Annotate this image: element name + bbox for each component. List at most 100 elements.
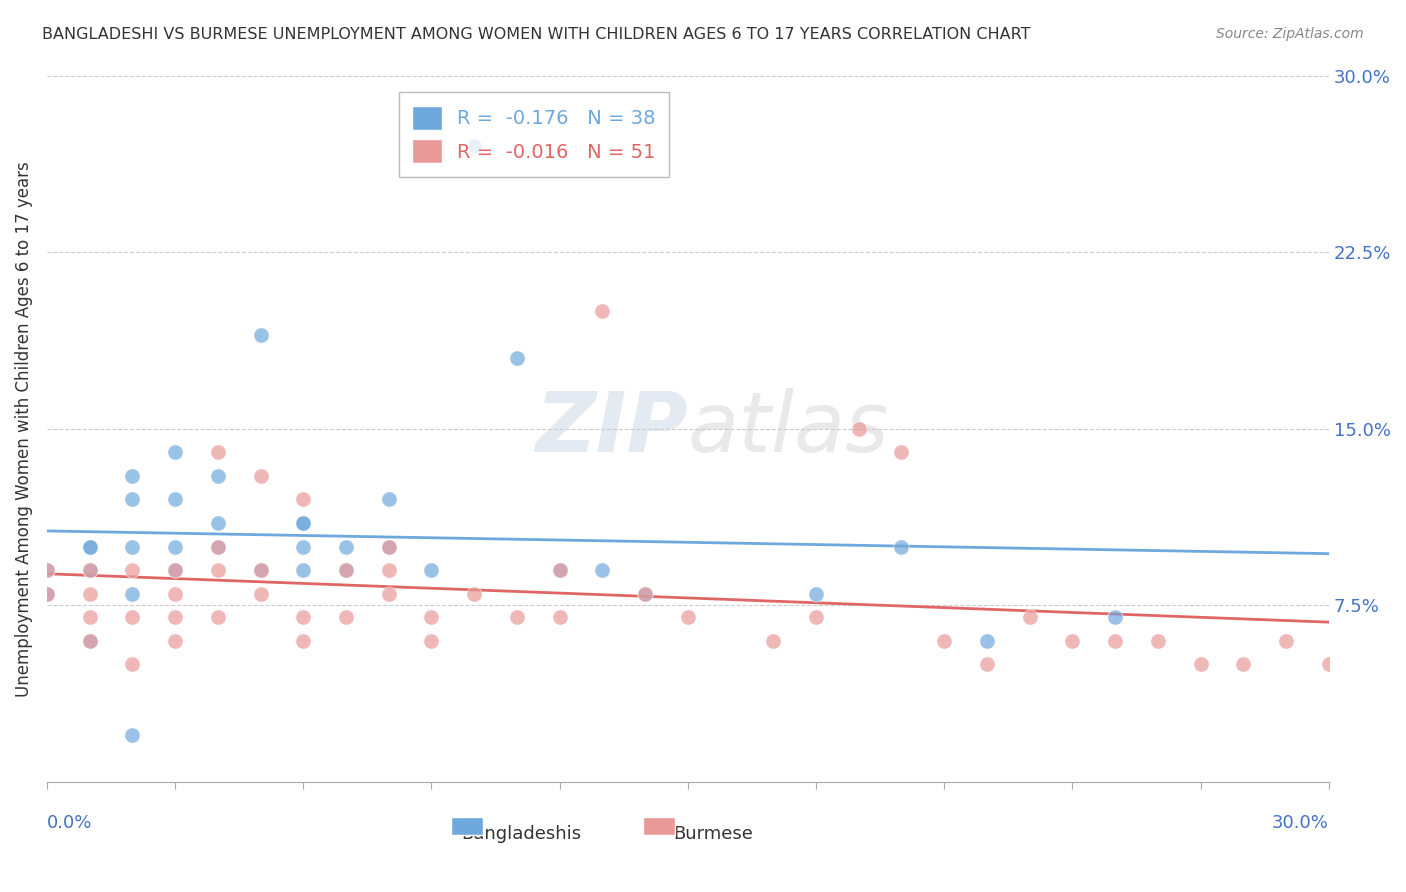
Point xyxy=(79,587,101,601)
Text: Source: ZipAtlas.com: Source: ZipAtlas.com xyxy=(1216,27,1364,41)
Point xyxy=(1018,610,1040,624)
Point xyxy=(79,563,101,577)
Point xyxy=(207,516,229,530)
Point xyxy=(335,610,357,624)
Point xyxy=(1104,633,1126,648)
Point xyxy=(335,563,357,577)
Point xyxy=(165,563,187,577)
Point xyxy=(121,610,143,624)
Point xyxy=(591,563,613,577)
Point xyxy=(35,563,58,577)
Point xyxy=(207,469,229,483)
Point xyxy=(377,563,399,577)
Point xyxy=(1147,633,1170,648)
Point xyxy=(292,610,315,624)
Point xyxy=(121,657,143,672)
Text: Burmese: Burmese xyxy=(673,824,754,843)
Legend: R =  -0.176   N = 38, R =  -0.016   N = 51: R = -0.176 N = 38, R = -0.016 N = 51 xyxy=(399,92,669,177)
Point xyxy=(249,469,271,483)
Text: 30.0%: 30.0% xyxy=(1272,814,1329,832)
Point xyxy=(804,610,827,624)
Text: atlas: atlas xyxy=(688,388,890,469)
Point xyxy=(207,540,229,554)
Point xyxy=(548,610,571,624)
Point xyxy=(207,445,229,459)
Point xyxy=(121,540,143,554)
Point xyxy=(634,587,657,601)
Point xyxy=(292,516,315,530)
Point xyxy=(848,422,870,436)
Point xyxy=(506,351,529,366)
Point xyxy=(121,469,143,483)
Point xyxy=(1317,657,1340,672)
Point xyxy=(335,563,357,577)
Point xyxy=(890,445,912,459)
Point xyxy=(121,492,143,507)
Point xyxy=(207,610,229,624)
FancyBboxPatch shape xyxy=(451,817,482,835)
Point xyxy=(292,633,315,648)
FancyBboxPatch shape xyxy=(643,817,675,835)
Point xyxy=(35,587,58,601)
Point xyxy=(420,633,443,648)
Point xyxy=(165,540,187,554)
Text: Bangladeshis: Bangladeshis xyxy=(461,824,581,843)
Point xyxy=(292,563,315,577)
Point xyxy=(676,610,699,624)
Point xyxy=(377,587,399,601)
Point xyxy=(292,492,315,507)
Point xyxy=(890,540,912,554)
Point xyxy=(35,587,58,601)
Point xyxy=(292,540,315,554)
Point xyxy=(165,563,187,577)
Point xyxy=(976,633,998,648)
Point xyxy=(377,492,399,507)
Point xyxy=(634,587,657,601)
Point xyxy=(463,587,485,601)
Point xyxy=(249,563,271,577)
Point xyxy=(1275,633,1298,648)
Point xyxy=(548,563,571,577)
Point xyxy=(934,633,956,648)
Point xyxy=(165,445,187,459)
Point xyxy=(79,540,101,554)
Point xyxy=(121,563,143,577)
Point xyxy=(377,540,399,554)
Point xyxy=(249,587,271,601)
Point xyxy=(79,633,101,648)
Text: BANGLADESHI VS BURMESE UNEMPLOYMENT AMONG WOMEN WITH CHILDREN AGES 6 TO 17 YEARS: BANGLADESHI VS BURMESE UNEMPLOYMENT AMON… xyxy=(42,27,1031,42)
Point xyxy=(1062,633,1084,648)
Point xyxy=(1189,657,1212,672)
Point xyxy=(121,728,143,742)
Point xyxy=(762,633,785,648)
Point xyxy=(548,563,571,577)
Point xyxy=(804,587,827,601)
Point xyxy=(35,563,58,577)
Point xyxy=(165,633,187,648)
Point xyxy=(165,610,187,624)
Point xyxy=(79,563,101,577)
Point xyxy=(79,633,101,648)
Point xyxy=(420,563,443,577)
Point xyxy=(1232,657,1254,672)
Point xyxy=(121,587,143,601)
Point xyxy=(420,610,443,624)
Point xyxy=(79,540,101,554)
Point xyxy=(165,587,187,601)
Point xyxy=(79,610,101,624)
Y-axis label: Unemployment Among Women with Children Ages 6 to 17 years: Unemployment Among Women with Children A… xyxy=(15,161,32,697)
Point xyxy=(207,563,229,577)
Point xyxy=(1104,610,1126,624)
Point xyxy=(377,540,399,554)
Point xyxy=(463,139,485,153)
Text: 0.0%: 0.0% xyxy=(46,814,93,832)
Point xyxy=(591,304,613,318)
Text: ZIP: ZIP xyxy=(536,388,688,469)
Point xyxy=(207,540,229,554)
Point xyxy=(249,327,271,342)
Point xyxy=(506,610,529,624)
Point xyxy=(292,516,315,530)
Point xyxy=(249,563,271,577)
Point xyxy=(976,657,998,672)
Point xyxy=(165,492,187,507)
